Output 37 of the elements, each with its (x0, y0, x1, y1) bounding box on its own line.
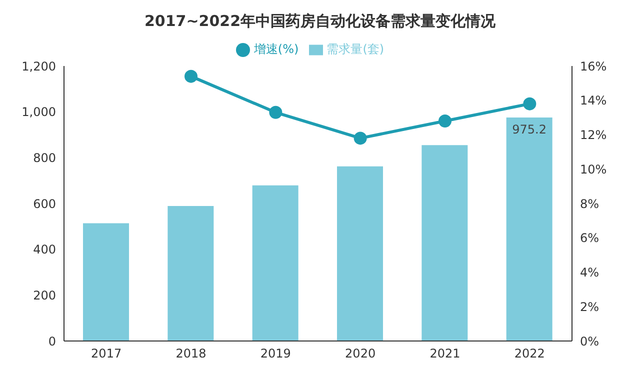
bar (252, 185, 298, 341)
y2-tick-label: 14% (580, 94, 607, 108)
point (269, 106, 282, 119)
bar (83, 223, 129, 341)
y-tick-label: 200 (33, 288, 56, 302)
point (184, 70, 198, 83)
y2-tick-label: 16% (580, 59, 607, 74)
bar (422, 145, 468, 341)
legend-label: 需求量(套) (326, 42, 384, 56)
y-tick-label: 800 (33, 150, 56, 165)
x-tick-label: 2021 (430, 346, 460, 361)
y-tick-label: 0 (48, 334, 56, 348)
legend-label: 增速(%) (254, 42, 299, 56)
x-tick-label: 2017 (91, 346, 122, 361)
y2-tick-label: 8% (580, 196, 600, 211)
data-label: 975.2 (512, 122, 547, 137)
point (354, 132, 367, 145)
y2-tick-label: 12% (580, 128, 607, 142)
y2-tick-label: 4% (580, 266, 600, 280)
y-tick-label: 1,000 (22, 105, 56, 120)
x-tick-label: 2019 (260, 346, 291, 361)
point (438, 114, 452, 128)
point (523, 97, 536, 110)
x-tick-label: 2020 (345, 346, 376, 361)
y-tick-label: 600 (33, 196, 56, 211)
bar (337, 166, 383, 341)
bar (168, 206, 214, 341)
y2-tick-label: 0% (580, 334, 600, 348)
y-tick-label: 1,200 (22, 59, 56, 74)
chart-title: 2017~2022年中国药房自动化设备需求量变化情况 (143, 11, 497, 31)
y2-tick-label: 10% (580, 162, 607, 176)
x-tick-label: 2018 (176, 346, 206, 361)
y-tick-label: 400 (33, 242, 56, 257)
y2-tick-label: 2% (580, 300, 600, 314)
y2-tick-label: 6% (580, 231, 600, 246)
bar (506, 118, 552, 341)
x-tick-label: 2022 (514, 346, 545, 361)
